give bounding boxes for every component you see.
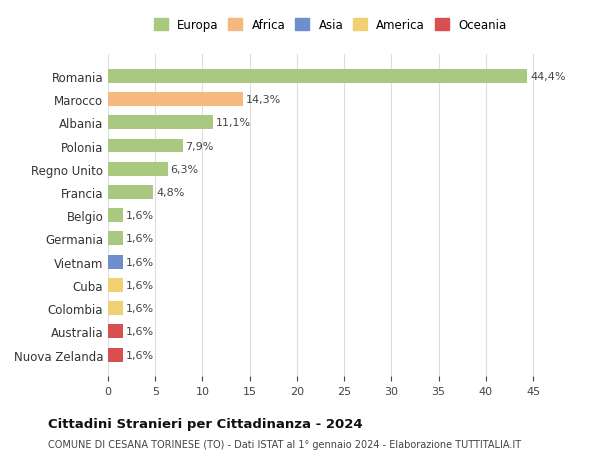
Text: 1,6%: 1,6%: [126, 234, 154, 244]
Text: 14,3%: 14,3%: [246, 95, 281, 105]
Text: 1,6%: 1,6%: [126, 303, 154, 313]
Bar: [108, 232, 123, 246]
Bar: [108, 209, 123, 223]
Text: 1,6%: 1,6%: [126, 327, 154, 336]
Text: 6,3%: 6,3%: [170, 164, 199, 174]
Text: 1,6%: 1,6%: [126, 280, 154, 290]
Bar: [108, 325, 123, 339]
Bar: [108, 70, 527, 84]
Bar: [108, 116, 213, 130]
Text: 1,6%: 1,6%: [126, 350, 154, 360]
Text: 11,1%: 11,1%: [215, 118, 251, 128]
Text: 1,6%: 1,6%: [126, 257, 154, 267]
Bar: [108, 348, 123, 362]
Bar: [108, 255, 123, 269]
Bar: [108, 278, 123, 292]
Text: 1,6%: 1,6%: [126, 211, 154, 221]
Text: COMUNE DI CESANA TORINESE (TO) - Dati ISTAT al 1° gennaio 2024 - Elaborazione TU: COMUNE DI CESANA TORINESE (TO) - Dati IS…: [48, 440, 521, 449]
Bar: [108, 185, 154, 200]
Legend: Europa, Africa, Asia, America, Oceania: Europa, Africa, Asia, America, Oceania: [154, 19, 506, 32]
Bar: [108, 93, 243, 107]
Text: Cittadini Stranieri per Cittadinanza - 2024: Cittadini Stranieri per Cittadinanza - 2…: [48, 417, 362, 430]
Text: 44,4%: 44,4%: [530, 72, 566, 82]
Bar: [108, 139, 182, 153]
Text: 4,8%: 4,8%: [156, 188, 185, 197]
Text: 7,9%: 7,9%: [185, 141, 214, 151]
Bar: [108, 302, 123, 315]
Bar: [108, 162, 167, 176]
